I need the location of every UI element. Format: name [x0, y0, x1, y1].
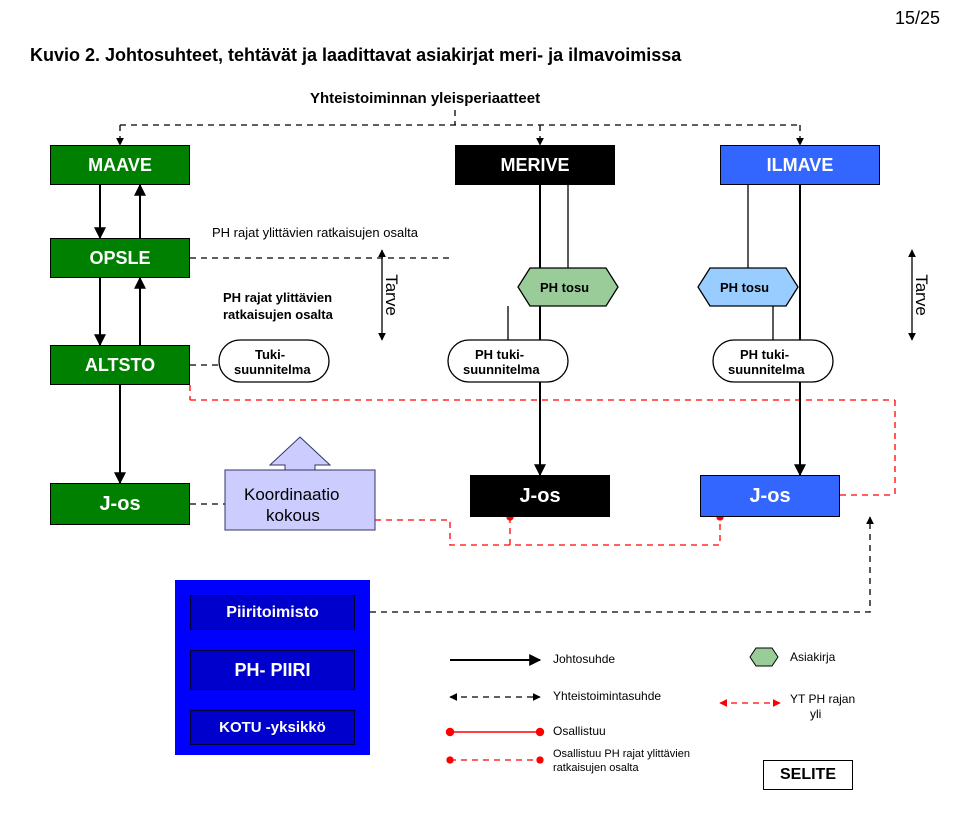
box-jos-1: J-os: [50, 483, 190, 525]
box-jos-2: J-os: [470, 475, 610, 517]
legend-johtosuhde: Johtosuhde: [553, 652, 615, 666]
legend-osallistuu: Osallistuu: [553, 724, 606, 738]
box-merive: MERIVE: [455, 145, 615, 185]
label-tuki-2: suunnitelma: [234, 362, 311, 377]
label-phtuki1b: suunnitelma: [463, 362, 540, 377]
label-phtuki1a: PH tuki-: [475, 347, 524, 362]
box-ilmave: ILMAVE: [720, 145, 880, 185]
box-ph-piiri: PH- PIIRI: [190, 650, 355, 690]
label-tarve-1: Tarve: [381, 274, 401, 316]
label-phtosu-1: PH tosu: [540, 280, 589, 295]
box-jos-3: J-os: [700, 475, 840, 517]
box-opsle: OPSLE: [50, 238, 190, 278]
legend-yhteistoiminta: Yhteistoimintasuhde: [553, 689, 661, 703]
label-tuki-1: Tuki-: [255, 347, 285, 362]
label-koord-2: kokous: [266, 506, 320, 526]
label-osalta-2b: ratkaisujen osalta: [223, 307, 333, 322]
legend-osallistuu-2a: Osallistuu PH rajat ylittävien: [553, 748, 690, 760]
legend-yt-2: yli: [810, 707, 821, 721]
page-number: 15/25: [895, 8, 940, 29]
label-tarve-2: Tarve: [911, 274, 931, 316]
label-phtuki2a: PH tuki-: [740, 347, 789, 362]
box-maave: MAAVE: [50, 145, 190, 185]
legend-osallistuu-2b: ratkaisujen osalta: [553, 762, 639, 774]
label-osalta-1: PH rajat ylittävien ratkaisujen osalta: [212, 225, 418, 240]
title-main: Kuvio 2. Johtosuhteet, tehtävät ja laadi…: [30, 45, 681, 66]
label-koord-1: Koordinaatio: [244, 485, 339, 505]
legend-yt-1: YT PH rajan: [790, 692, 855, 706]
box-altsto: ALTSTO: [50, 345, 190, 385]
box-kotu: KOTU -yksikkö: [190, 710, 355, 745]
box-selite: SELITE: [763, 760, 853, 790]
label-osalta-2a: PH rajat ylittävien: [223, 290, 332, 305]
title-sub: Yhteistoiminnan yleisperiaatteet: [310, 90, 540, 107]
box-piiritoimisto: Piiritoimisto: [190, 595, 355, 630]
legend-asiakirja: Asiakirja: [790, 650, 835, 664]
label-phtuki2b: suunnitelma: [728, 362, 805, 377]
label-phtosu-2: PH tosu: [720, 280, 769, 295]
